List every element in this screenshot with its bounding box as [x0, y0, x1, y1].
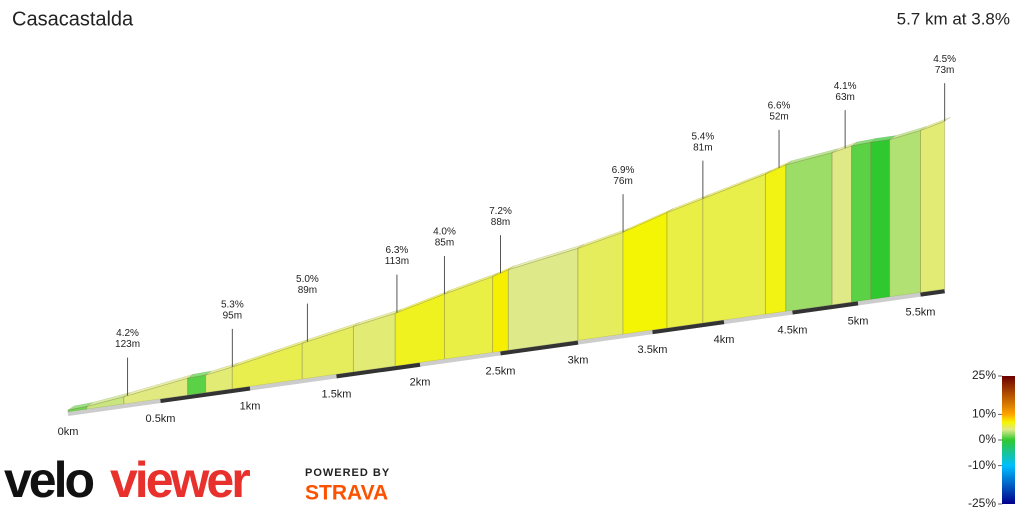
gradient-segment	[920, 120, 946, 294]
x-tick-label: 4.5km	[778, 324, 808, 336]
annotation-gradient: 6.6%	[768, 101, 791, 112]
annotation-gradient: 6.3%	[386, 245, 409, 256]
x-tick-label: 0.5km	[146, 413, 176, 425]
logo-velo: velo	[4, 452, 94, 508]
gradient-segment	[187, 374, 207, 396]
x-tick-label: 1km	[240, 400, 261, 412]
x-tick-label: 5km	[848, 315, 869, 327]
annotation-length: 81m	[693, 142, 712, 153]
gradient-segment	[785, 151, 833, 313]
annotation-gradient: 4.2%	[116, 328, 139, 339]
gradient-segment	[394, 293, 445, 367]
annotation-gradient: 7.2%	[489, 206, 512, 217]
annotation-gradient: 6.9%	[612, 165, 635, 176]
annotation-length: 89m	[298, 285, 317, 296]
x-tick-label: 3.5km	[638, 344, 668, 356]
gradient-segment	[507, 247, 579, 351]
annotation-length: 85m	[435, 238, 454, 249]
strava-logo: STRAVA	[305, 482, 388, 505]
gradient-segment	[851, 141, 872, 303]
annotation-gradient: 5.3%	[221, 300, 244, 311]
colorbar-label: 25%	[972, 368, 996, 382]
km-band	[336, 362, 421, 379]
gradient-segment	[577, 231, 624, 342]
annotation-length: 95m	[223, 311, 242, 322]
gradient-segment	[492, 268, 509, 354]
colorbar-label: -10%	[968, 458, 996, 472]
logo-viewer: viewer	[110, 452, 250, 508]
annotation-gradient: 5.0%	[296, 274, 319, 285]
km-band	[652, 320, 725, 335]
gradient-segment	[443, 275, 494, 360]
annotation-gradient: 5.4%	[691, 131, 714, 142]
powered-by: POWERED BY	[305, 467, 390, 479]
annotation-length: 63m	[835, 92, 854, 103]
annotation-gradient: 4.1%	[834, 81, 857, 92]
x-tick-label: 2.5km	[486, 365, 516, 377]
km-band	[500, 340, 579, 356]
chart-title: Casacastalda	[12, 8, 134, 30]
annotation-gradient: 4.0%	[433, 227, 456, 238]
x-tick-label: 2km	[410, 377, 431, 389]
gradient-segment	[702, 173, 766, 324]
gradient-segment	[622, 211, 668, 335]
colorbar-label: -25%	[968, 496, 996, 510]
gradient-segment	[870, 139, 891, 301]
km-band	[920, 289, 945, 297]
colorbar-label: 0%	[979, 432, 997, 446]
gradient-segment	[764, 164, 787, 315]
x-tick-label: 3km	[568, 355, 589, 367]
segment-top	[920, 116, 951, 131]
annotation-length: 73m	[935, 65, 954, 76]
x-tick-label: 1.5km	[322, 388, 352, 400]
km-band	[160, 386, 251, 404]
annotation-length: 52m	[769, 112, 788, 123]
annotation-length: 123m	[115, 339, 140, 350]
gradient-segment	[666, 197, 704, 329]
annotation-length: 88m	[491, 217, 510, 228]
gradient-segment	[889, 129, 921, 298]
gradient-segment	[831, 145, 853, 306]
x-tick-label: 4km	[714, 334, 735, 346]
x-tick-label: 0km	[58, 426, 79, 438]
colorbar-label: 10%	[972, 407, 996, 421]
annotation-gradient: 4.5%	[933, 54, 956, 65]
annotation-length: 76m	[613, 176, 632, 187]
x-tick-label: 5.5km	[906, 307, 936, 319]
colorbar	[1002, 376, 1015, 504]
chart-subtitle: 5.7 km at 3.8%	[897, 9, 1010, 28]
km-band	[792, 301, 859, 315]
annotation-length: 113m	[385, 256, 409, 267]
